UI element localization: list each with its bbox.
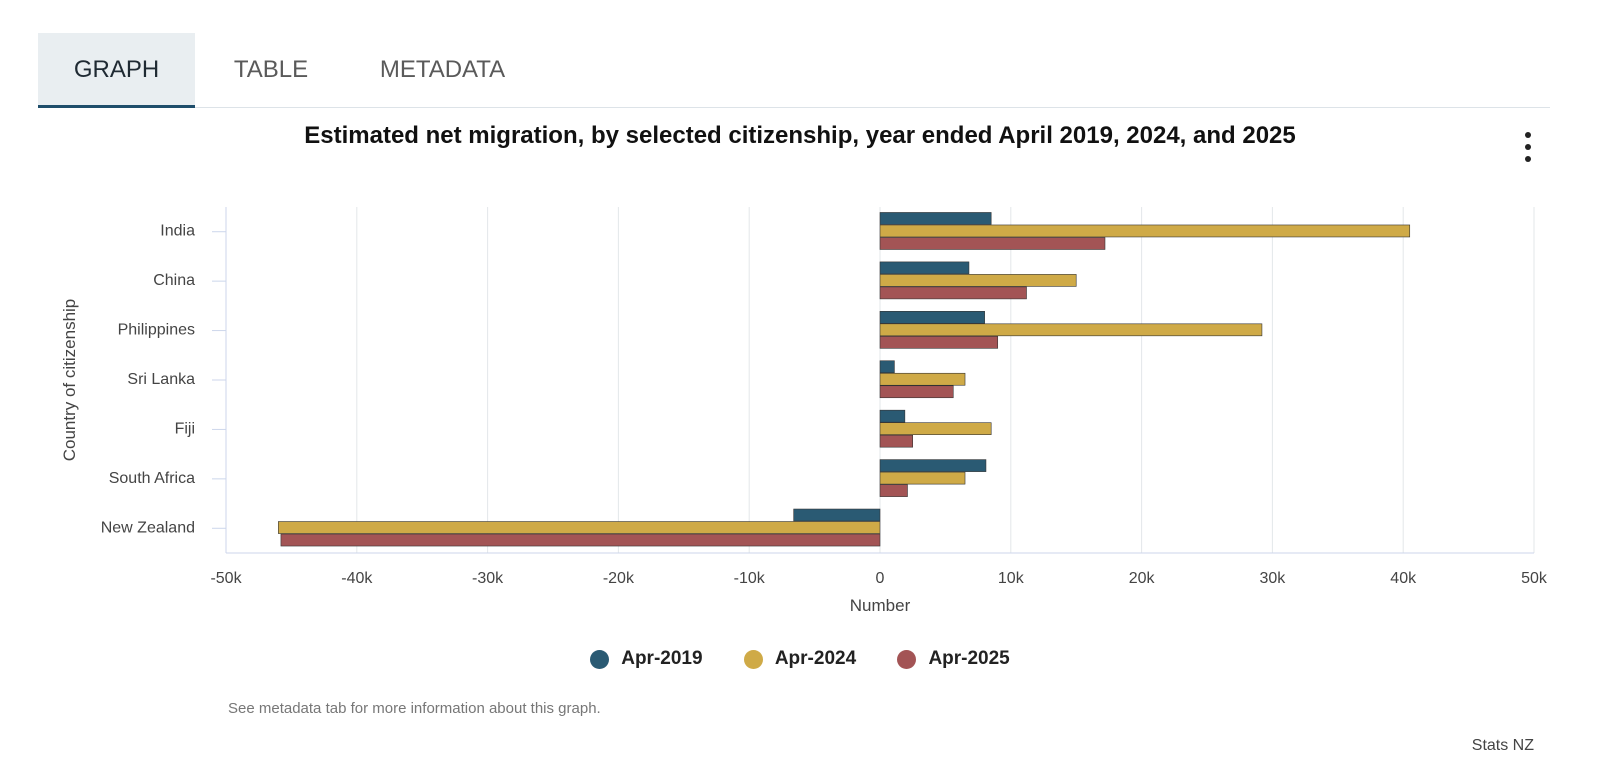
- x-tick-label: 30k: [1260, 570, 1287, 587]
- category-label: India: [160, 223, 195, 240]
- x-tick-label: 50k: [1521, 570, 1548, 587]
- legend-item-apr-2025[interactable]: Apr-2025: [897, 648, 1010, 670]
- bar: [879, 237, 1106, 250]
- bar: [879, 261, 970, 275]
- chart-legend: Apr-2019 Apr-2024 Apr-2025: [0, 648, 1600, 675]
- category-label: Philippines: [118, 322, 195, 339]
- chart-note: See metadata tab for more information ab…: [228, 700, 601, 717]
- bar: [879, 360, 895, 374]
- bar: [879, 224, 1411, 238]
- bar: [879, 484, 908, 497]
- bar: [879, 409, 906, 423]
- tab-graph[interactable]: GRAPH: [38, 33, 195, 108]
- chart-title: Estimated net migration, by selected cit…: [304, 122, 1296, 149]
- x-tick-label: 20k: [1129, 570, 1156, 587]
- chart-credit: Stats NZ: [1471, 737, 1534, 754]
- bar: [879, 434, 914, 448]
- x-tick-label: -10k: [734, 570, 766, 587]
- bar: [278, 521, 881, 534]
- category-label: New Zealand: [101, 519, 195, 536]
- bar: [879, 212, 992, 225]
- tab-metadata[interactable]: METADATA: [379, 56, 506, 83]
- x-tick-label: -30k: [472, 570, 504, 587]
- category-label: China: [153, 272, 195, 289]
- legend-label: Apr-2019: [621, 648, 703, 669]
- bar: [879, 286, 1027, 300]
- bar: [280, 533, 881, 547]
- bar: [879, 471, 966, 485]
- bar: [879, 372, 966, 386]
- tab-bar: GRAPH TABLE METADATA: [38, 33, 1550, 108]
- kebab-menu-icon: [1525, 132, 1531, 138]
- chart-menu-button[interactable]: [1516, 130, 1540, 164]
- x-tick-label: -50k: [210, 570, 242, 587]
- x-tick-label: -40k: [341, 570, 373, 587]
- y-axis-title: Country of citizenship: [60, 299, 79, 462]
- kebab-menu-dot: [1525, 156, 1531, 162]
- tab-table[interactable]: TABLE: [233, 56, 309, 83]
- legend-label: Apr-2025: [928, 648, 1010, 669]
- kebab-menu-dot: [1525, 144, 1531, 150]
- bar: [879, 336, 999, 349]
- category-label: Sri Lanka: [127, 371, 195, 388]
- bar: [879, 323, 1263, 337]
- legend-swatch: [897, 649, 917, 669]
- legend-swatch: [743, 649, 763, 669]
- category-label: Fiji: [175, 420, 195, 437]
- x-tick-label: 10k: [998, 570, 1025, 587]
- bar: [879, 385, 954, 399]
- x-axis-title: Number: [850, 596, 911, 615]
- legend-item-apr-2024[interactable]: Apr-2024: [743, 648, 857, 670]
- bar-chart: -50k -40k -30k -20k -10k 0 10k 20k 30k 40k 50k Indi…: [60, 207, 1548, 615]
- x-tick-label: -20k: [603, 570, 635, 587]
- bar: [879, 459, 987, 472]
- legend-swatch: [590, 649, 610, 669]
- category-label: South Africa: [109, 470, 195, 487]
- x-tick-label: 0: [876, 570, 885, 587]
- bar: [879, 311, 985, 324]
- bar: [879, 274, 1077, 287]
- bar: [879, 422, 992, 435]
- legend-label: Apr-2024: [774, 648, 857, 669]
- bar: [793, 508, 881, 522]
- x-tick-label: 40k: [1390, 570, 1417, 587]
- legend-item-apr-2019[interactable]: Apr-2019: [590, 648, 703, 670]
